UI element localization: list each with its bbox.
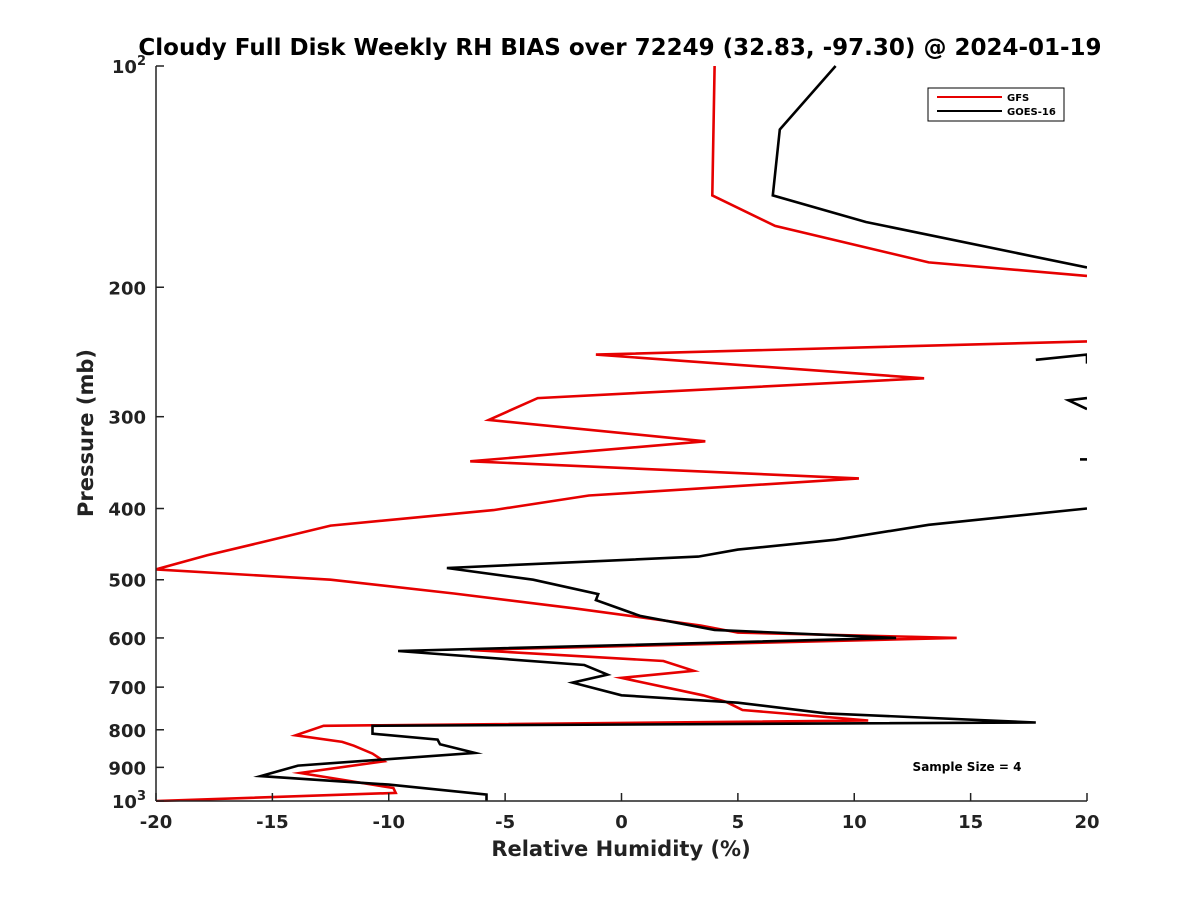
y-tick-label: 800 <box>108 721 146 742</box>
x-ticks: -20 -15 -10 -5 0 5 10 15 20 <box>140 793 1100 833</box>
y-tick-label: 400 <box>108 500 146 521</box>
y-tick-label: 700 <box>108 678 146 699</box>
y-tick-label: 300 <box>108 408 146 429</box>
sample-size-annotation: Sample Size = 4 <box>913 760 1022 774</box>
series-line-goes16 <box>1063 396 1087 411</box>
x-tick-label: 0 <box>615 812 628 833</box>
y-tick-label: 600 <box>108 629 146 650</box>
y-tick-label: 900 <box>108 758 146 779</box>
y-axis-label: Pressure (mb) <box>74 349 98 517</box>
series-line-goes16 <box>253 507 1087 801</box>
legend-label-goes16: GOES-16 <box>1007 107 1056 118</box>
x-tick-label: 15 <box>958 812 983 833</box>
x-tick-label: 20 <box>1074 812 1099 833</box>
legend-box <box>927 87 1065 122</box>
x-tick-label: -5 <box>495 812 515 833</box>
series-line-goes16 <box>771 65 1087 269</box>
series-line-goes16 <box>1035 353 1087 364</box>
x-tick-label: -20 <box>140 812 173 833</box>
x-axis-label: Relative Humidity (%) <box>491 837 750 861</box>
x-tick-label: -15 <box>256 812 289 833</box>
series-goes16 <box>253 65 1087 801</box>
chart-title: Cloudy Full Disk Weekly RH BIAS over 722… <box>138 35 1101 61</box>
plot-area <box>156 65 1087 802</box>
x-tick-label: 5 <box>732 812 745 833</box>
legend-label-gfs: GFS <box>1007 93 1029 104</box>
legend: GFS GOES-16 <box>927 87 1065 122</box>
x-tick-label: -10 <box>372 812 405 833</box>
x-tick-label: 10 <box>842 812 867 833</box>
series-line-gfs <box>710 65 1087 278</box>
y-tick-label: 200 <box>108 278 146 299</box>
y-tick-label: 500 <box>108 571 146 592</box>
